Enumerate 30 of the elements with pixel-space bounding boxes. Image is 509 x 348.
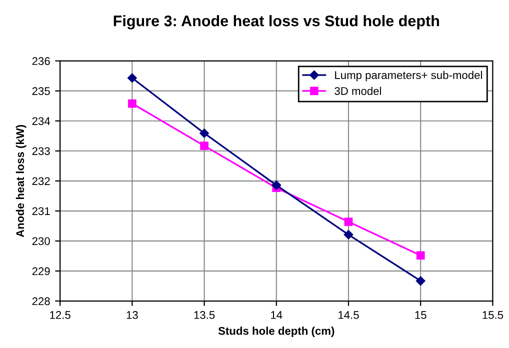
legend-label: Lump parameters+ sub-model <box>335 70 482 82</box>
y-tick-label: 232 <box>32 177 50 186</box>
y-tick-label: 234 <box>32 117 50 126</box>
x-tick-label: 13.5 <box>194 311 215 319</box>
point <box>416 276 426 286</box>
x-axis-title: Studs hole depth (cm) <box>218 326 334 338</box>
x-tick-label: 15 <box>415 311 426 319</box>
x-tick-label: 15.5 <box>482 311 504 319</box>
x-tick-label: 14 <box>271 311 282 319</box>
y-tick-label: 236 <box>32 57 50 66</box>
point <box>344 230 354 240</box>
x-tick-label: 12.5 <box>50 311 70 319</box>
y-tick-label: 228 <box>32 297 50 306</box>
point <box>344 218 353 226</box>
y-tick-label: 233 <box>32 147 50 156</box>
y-axis-title: Anode heat loss (kW) <box>16 125 26 238</box>
point <box>200 142 208 150</box>
point <box>128 99 136 108</box>
y-tick-label: 229 <box>32 267 50 276</box>
y-tick-label: 231 <box>32 207 50 216</box>
point <box>200 128 209 138</box>
legend-label: 3D model <box>334 86 382 95</box>
y-tick-label: 230 <box>32 237 50 246</box>
x-tick-label: 13 <box>126 311 138 319</box>
point <box>272 180 282 190</box>
chart-title: Figure 3: Anode heat loss vs Stud hole depth <box>114 15 439 30</box>
point <box>128 73 137 83</box>
x-tick-label: 14.5 <box>338 311 359 319</box>
y-tick-label: 235 <box>32 87 50 96</box>
point <box>416 251 425 260</box>
